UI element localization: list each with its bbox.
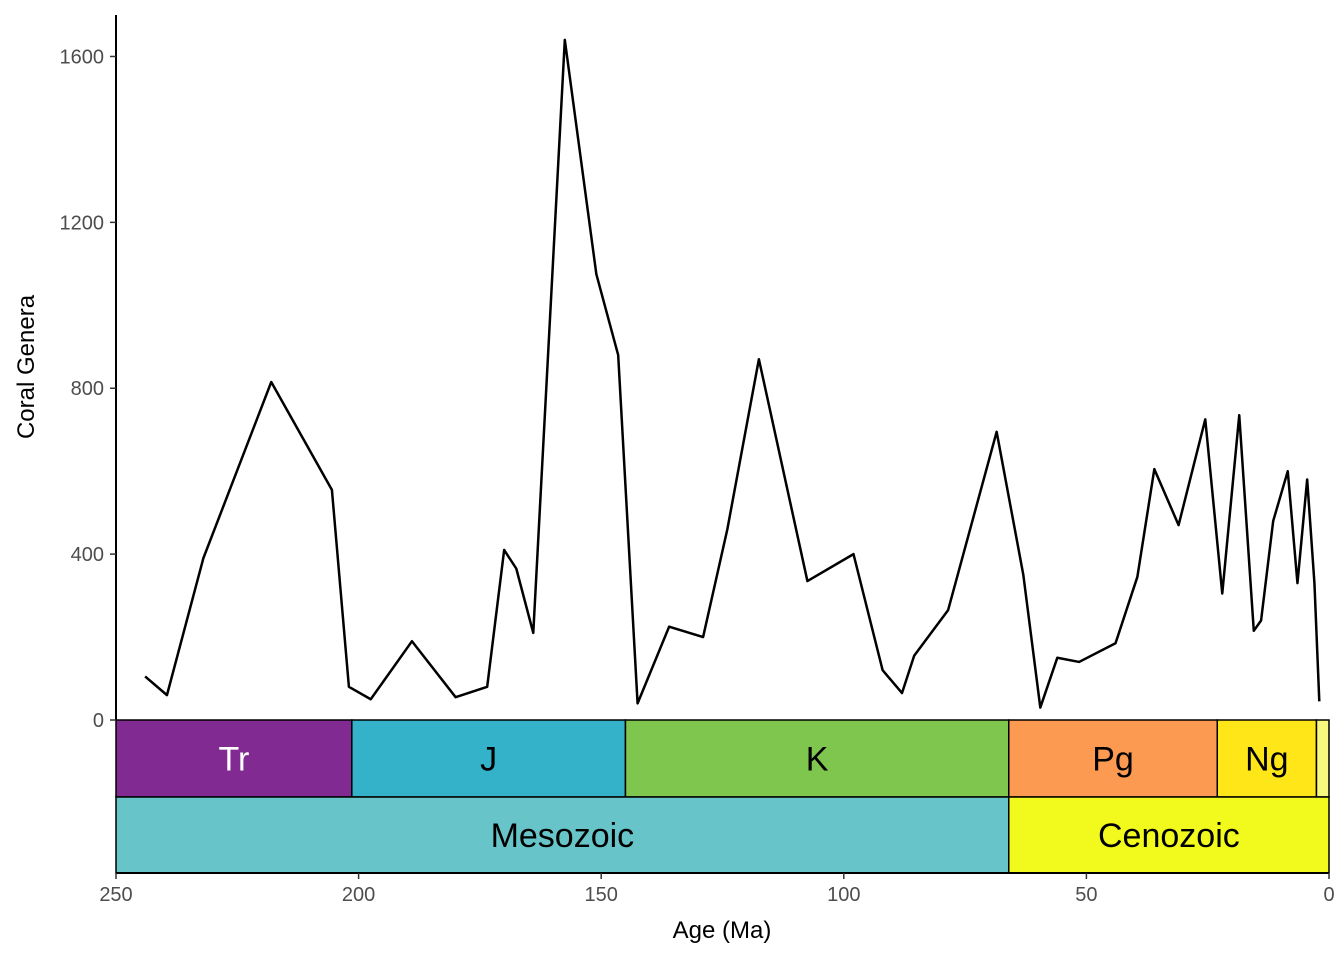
y-tick-label: 800 — [71, 378, 104, 400]
period-label-pg: Pg — [1092, 741, 1134, 779]
x-axis-ticks: 250 200 150 100 50 0 — [99, 873, 1335, 906]
x-tick-label: 150 — [585, 884, 618, 906]
period-label-j: J — [480, 741, 497, 779]
period-label-ng: Ng — [1245, 741, 1288, 779]
plot-area — [144, 38, 1321, 709]
x-tick-label: 250 — [99, 884, 132, 906]
period-label-tr: Tr — [218, 741, 249, 779]
y-tick-label: 1600 — [60, 46, 105, 68]
x-tick-label: 100 — [827, 884, 860, 906]
period-band-tr — [115, 719, 353, 798]
y-tick-label: 1200 — [60, 212, 105, 234]
period-band-quaternary — [1315, 719, 1330, 798]
y-axis-ticks: 0 400 800 1200 1600 — [60, 46, 116, 732]
era-label-mesozoic: Mesozoic — [491, 817, 635, 855]
axes — [115, 15, 1329, 874]
y-axis-title: Coral Genera — [13, 294, 40, 439]
period-band-j — [351, 719, 627, 798]
x-tick-label: 0 — [1323, 884, 1334, 906]
y-tick-label: 0 — [93, 710, 104, 732]
geologic-timescale: Tr J K Pg Ng Mesozoic Cenozoic — [115, 719, 1330, 874]
period-label-k: K — [806, 741, 829, 779]
era-band-mesozoic — [115, 796, 1010, 874]
x-axis-title: Age (Ma) — [673, 917, 772, 944]
x-tick-label: 50 — [1075, 884, 1097, 906]
period-band-pg — [1008, 719, 1219, 798]
era-label-cenozoic: Cenozoic — [1098, 817, 1240, 855]
coral-genera-line — [144, 38, 1321, 709]
period-band-k — [624, 719, 1010, 798]
y-tick-label: 400 — [71, 544, 104, 566]
x-tick-label: 200 — [342, 884, 375, 906]
